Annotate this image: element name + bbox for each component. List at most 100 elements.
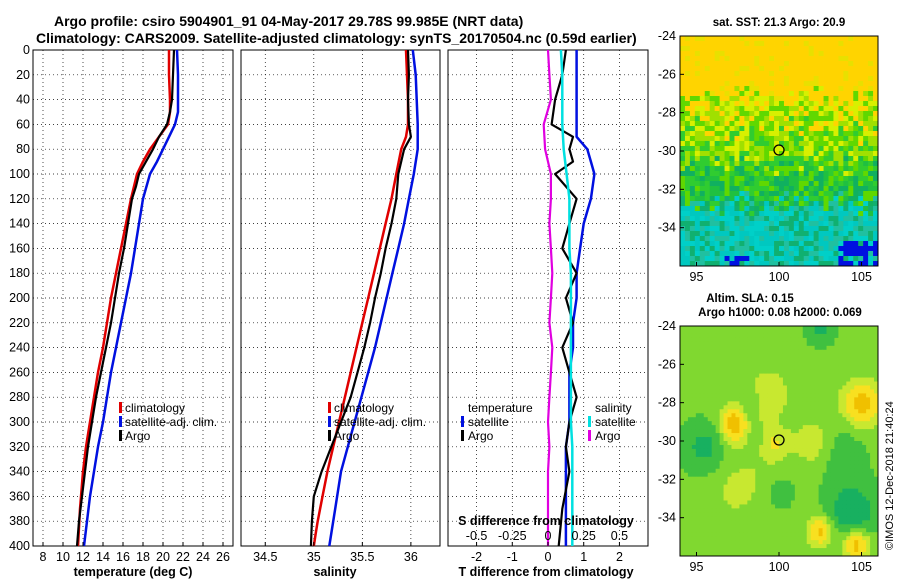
sst-cell	[739, 191, 745, 197]
sla-cell	[850, 532, 855, 537]
sst-cell	[714, 211, 720, 217]
sla-cell	[874, 373, 879, 378]
sst-cell	[724, 156, 730, 162]
sla-cell	[683, 333, 689, 339]
sla-cell	[743, 548, 748, 553]
sst-cell	[729, 126, 735, 132]
sla-cell	[680, 437, 685, 442]
sla-cell	[830, 353, 835, 359]
sla-cell	[719, 444, 724, 450]
sla-cell	[695, 377, 701, 382]
sla-cell	[858, 500, 863, 505]
sst-cell	[734, 36, 740, 42]
sla-cell	[763, 500, 768, 505]
sla-cell	[771, 397, 776, 402]
sst-cell	[729, 91, 735, 97]
sla-cell	[767, 357, 772, 363]
sla-cell	[747, 552, 752, 557]
sla-cell	[711, 377, 717, 382]
legend-swatch-s-satellite	[588, 416, 591, 427]
sla-cell	[747, 484, 752, 489]
sla-cell	[842, 484, 847, 489]
sst-cell	[838, 251, 844, 257]
sla-cell	[711, 345, 717, 351]
sst-cell	[843, 106, 849, 112]
sst-cell	[868, 126, 874, 132]
sla-cell	[719, 389, 724, 394]
sla-cell	[810, 385, 816, 390]
sst-cell	[729, 46, 735, 52]
sst-cell	[769, 226, 775, 232]
sla-cell	[838, 472, 843, 478]
sla-cell	[707, 369, 713, 374]
sst-cell	[828, 146, 834, 152]
sla-cell	[731, 540, 736, 545]
sla-cell	[747, 512, 752, 517]
sst-cell	[759, 221, 765, 227]
sla-cell	[715, 345, 720, 351]
sla-cell	[755, 488, 760, 493]
sst-cell	[739, 126, 745, 132]
sla-cell	[798, 520, 804, 525]
sla-cell	[727, 528, 732, 533]
sst-cell	[754, 81, 760, 87]
sla-cell	[866, 544, 871, 549]
sst-cell	[783, 56, 790, 62]
sst-cell	[709, 36, 716, 42]
sst-cell	[694, 76, 701, 82]
sla-cell	[862, 365, 867, 371]
sla-cell	[715, 393, 720, 398]
sla-cell	[680, 444, 685, 450]
sla-cell	[719, 409, 724, 414]
sla-cell	[707, 381, 713, 386]
sla-cell	[806, 552, 812, 557]
sla-cell	[790, 496, 796, 501]
sst-cell	[744, 41, 750, 47]
sla-cell	[794, 333, 800, 339]
sla-cell	[711, 397, 717, 402]
sla-cell	[767, 413, 772, 418]
sla-cell	[695, 452, 701, 458]
sla-cell	[680, 540, 685, 545]
sst-cell	[744, 111, 750, 117]
sla-cell	[818, 441, 823, 446]
sla-cell	[854, 528, 859, 533]
sst-cell	[749, 151, 755, 157]
sla-cell	[699, 425, 705, 430]
sst-cell	[808, 166, 815, 172]
sst-cell	[754, 201, 760, 207]
sla-cell	[763, 460, 768, 466]
sla-cell	[814, 365, 819, 371]
sst-cell	[823, 206, 829, 212]
sst-cell	[754, 66, 760, 72]
sla-cell	[866, 329, 871, 335]
sst-cell	[818, 226, 824, 232]
sst-cell	[759, 226, 765, 232]
sst-cell	[709, 176, 716, 182]
sla-cell	[747, 337, 752, 343]
sla-cell	[814, 381, 819, 386]
sla-cell	[822, 452, 827, 458]
sla-cell	[763, 369, 768, 374]
sla-cell	[687, 496, 693, 501]
sst-cell	[709, 236, 716, 242]
sst-cell	[724, 86, 730, 92]
sla-cell	[680, 441, 685, 446]
sst-cell	[848, 186, 854, 192]
title-line-2: Climatology: CARS2009. Satellite-adjuste…	[36, 30, 637, 46]
sst-cell	[704, 81, 711, 87]
sla-cell	[739, 421, 744, 426]
sla-cell	[707, 504, 713, 509]
sla-cell	[846, 492, 851, 497]
sla-cell	[755, 421, 760, 426]
sst-cell	[754, 251, 760, 257]
sla-cell	[866, 456, 871, 462]
sla-cell	[775, 520, 780, 525]
sla-cell	[719, 349, 724, 355]
sla-cell	[723, 429, 728, 434]
sst-cell	[803, 41, 810, 47]
sla-cell	[850, 536, 855, 541]
sla-cell	[763, 548, 768, 553]
sla-cell	[794, 464, 800, 470]
sst-cell	[833, 61, 839, 67]
